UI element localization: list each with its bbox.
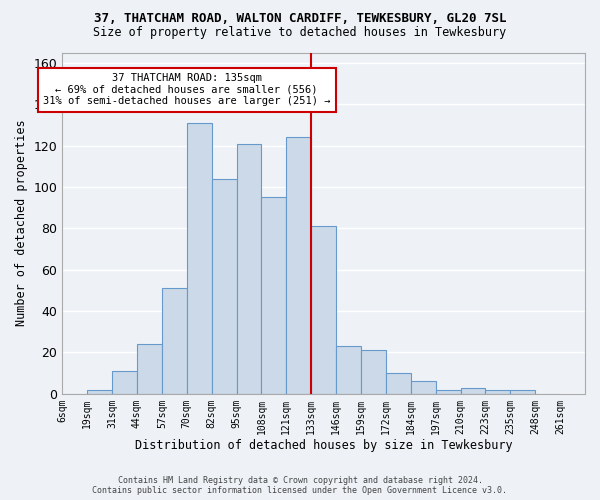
Bar bbox=[162, 288, 187, 394]
Bar bbox=[262, 198, 286, 394]
Bar bbox=[485, 390, 511, 394]
Text: 37 THATCHAM ROAD: 135sqm
← 69% of detached houses are smaller (556)
31% of semi-: 37 THATCHAM ROAD: 135sqm ← 69% of detach… bbox=[43, 73, 331, 106]
Bar bbox=[461, 388, 485, 394]
Y-axis label: Number of detached properties: Number of detached properties bbox=[15, 120, 28, 326]
Text: Contains HM Land Registry data © Crown copyright and database right 2024.
Contai: Contains HM Land Registry data © Crown c… bbox=[92, 476, 508, 495]
Bar bbox=[286, 138, 311, 394]
Bar bbox=[236, 144, 262, 394]
Text: 37, THATCHAM ROAD, WALTON CARDIFF, TEWKESBURY, GL20 7SL: 37, THATCHAM ROAD, WALTON CARDIFF, TEWKE… bbox=[94, 12, 506, 26]
Bar bbox=[386, 373, 411, 394]
Bar bbox=[511, 390, 535, 394]
Bar bbox=[137, 344, 162, 394]
Bar bbox=[112, 371, 137, 394]
Bar bbox=[187, 123, 212, 394]
Bar bbox=[361, 350, 386, 394]
Bar bbox=[336, 346, 361, 394]
Text: Size of property relative to detached houses in Tewkesbury: Size of property relative to detached ho… bbox=[94, 26, 506, 39]
Bar bbox=[212, 178, 236, 394]
Bar bbox=[436, 390, 461, 394]
Bar bbox=[411, 382, 436, 394]
Bar bbox=[87, 390, 112, 394]
Bar bbox=[311, 226, 336, 394]
X-axis label: Distribution of detached houses by size in Tewkesbury: Distribution of detached houses by size … bbox=[135, 440, 512, 452]
